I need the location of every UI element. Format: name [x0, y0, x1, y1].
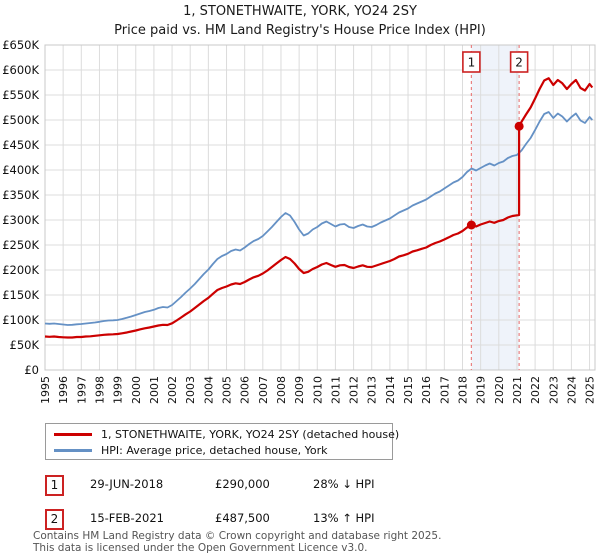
x-axis-label: 2023 — [547, 376, 560, 404]
plot-border — [44, 44, 596, 371]
x-axis-label: 2016 — [420, 376, 433, 404]
blue-line-swatch — [54, 449, 92, 452]
x-axis-label: 2003 — [184, 376, 197, 404]
y-axis-label: £0 — [24, 363, 39, 377]
x-axis-label: 2011 — [329, 376, 342, 404]
sale-marker-box — [509, 51, 529, 73]
x-axis-label: 2020 — [493, 376, 506, 404]
x-axis-label: 1997 — [75, 376, 88, 404]
y-axis-label: £500K — [2, 113, 39, 127]
x-axis-label: 2001 — [148, 376, 161, 404]
sale-row-1: 1 29-JUN-2018 £290,000 28% ↓ HPI — [0, 475, 600, 496]
x-axis-label: 2010 — [311, 376, 324, 404]
y-axis-label: £150K — [2, 288, 39, 302]
sale-2-marker-badge: 2 — [45, 509, 64, 530]
y-axis-label: £600K — [2, 63, 39, 77]
sale-point-dot — [466, 220, 476, 230]
x-axis-label: 1996 — [57, 376, 70, 404]
legend-item-price-paid: 1, STONETHWAITE, YORK, YO24 2SY (detache… — [46, 427, 399, 442]
x-axis-label: 1995 — [39, 376, 52, 404]
y-axis-label: £100K — [2, 313, 39, 327]
sale-1-date: 29-JUN-2018 — [90, 477, 164, 491]
sale-2-price: £487,500 — [215, 511, 270, 525]
y-axis-label: £550K — [2, 88, 39, 102]
sale-1-price: £290,000 — [215, 477, 270, 491]
red-line-swatch — [54, 433, 92, 436]
x-axis-label: 1999 — [112, 376, 125, 404]
y-axis-label: £650K — [2, 38, 39, 52]
x-axis-label: 1998 — [93, 376, 106, 404]
chart-legend: 1, STONETHWAITE, YORK, YO24 2SY (detache… — [45, 423, 399, 460]
x-axis-label: 2002 — [166, 376, 179, 404]
y-axis-label: £50K — [10, 338, 40, 352]
x-axis-label: 2014 — [384, 376, 397, 404]
page-subtitle: Price paid vs. HM Land Registry's House … — [114, 23, 486, 38]
x-axis-label: 2012 — [348, 376, 361, 404]
license-footer: Contains HM Land Registry data © Crown c… — [33, 530, 442, 554]
x-axis-label: 2006 — [239, 376, 252, 404]
sale-marker-box — [462, 51, 481, 73]
x-axis-label: 2024 — [565, 376, 578, 404]
sale-row-2: 2 15-FEB-2021 £487,500 13% ↑ HPI — [0, 509, 600, 530]
sale-2-hpi-diff: 13% ↑ HPI — [313, 511, 375, 525]
sale-1-marker-badge: 1 — [45, 475, 64, 496]
sale-point-dot — [514, 121, 524, 131]
x-axis-label: 2008 — [275, 376, 288, 404]
legend-label: 1, STONETHWAITE, YORK, YO24 2SY (detache… — [101, 428, 400, 441]
x-axis-label: 2004 — [202, 376, 215, 404]
y-axis-label: £350K — [2, 188, 39, 202]
x-axis-label: 2000 — [130, 376, 143, 404]
x-axis-label: 2009 — [293, 376, 306, 404]
footer-line-2: This data is licensed under the Open Gov… — [33, 541, 368, 554]
y-axis-label: £250K — [2, 238, 39, 252]
sale-1-hpi-diff: 28% ↓ HPI — [313, 477, 375, 491]
x-axis-label: 2019 — [475, 376, 488, 404]
series-line — [44, 77, 594, 339]
legend-label: HPI: Average price, detached house, York — [101, 444, 328, 457]
page-title: 1, STONETHWAITE, YORK, YO24 2SY — [183, 4, 417, 19]
legend-item-hpi: HPI: Average price, detached house, York — [46, 443, 328, 458]
sale-period-band — [471, 45, 520, 370]
x-axis-label: 2021 — [511, 376, 524, 404]
x-axis-label: 2013 — [366, 376, 379, 404]
series-line — [44, 111, 593, 326]
x-axis-label: 2017 — [438, 376, 451, 404]
price-chart: 1 2 £0 £50K £100K £150K £200K £250K £300K £350K £4… — [2, 38, 597, 404]
y-axis-label: £200K — [2, 263, 39, 277]
x-axis-label: 2018 — [456, 376, 469, 404]
y-axis-label: £450K — [2, 138, 39, 152]
x-axis-label: 2015 — [402, 376, 415, 404]
footer-line-1: Contains HM Land Registry data © Crown c… — [33, 530, 442, 542]
sale-marker-number: 1 — [468, 56, 476, 70]
y-axis-label: £400K — [2, 163, 39, 177]
sale-marker-number: 2 — [515, 56, 523, 70]
x-axis-label: 2005 — [221, 376, 234, 404]
x-axis-label: 2025 — [584, 376, 597, 404]
x-axis-label: 2022 — [529, 376, 542, 404]
sale-2-date: 15-FEB-2021 — [90, 511, 164, 525]
x-axis-label: 2007 — [257, 376, 270, 404]
y-axis-label: £300K — [2, 213, 39, 227]
